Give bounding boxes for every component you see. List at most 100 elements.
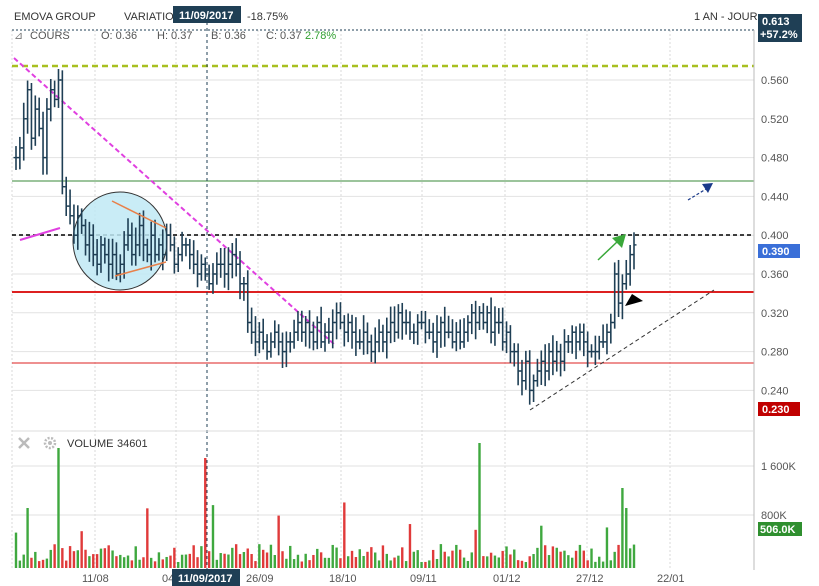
volume-bar [61,548,64,568]
black-dashed-uptrend [529,289,715,411]
price-bar [538,350,544,385]
volume-bar [327,557,331,568]
volume-bar [428,560,431,568]
price-bar [364,322,370,355]
black-triangle-icon [625,294,643,306]
volume-bar [385,553,388,568]
volume-bar [404,561,408,568]
close-icon[interactable] [18,437,30,449]
price-bar [480,303,486,330]
volume-bar [95,554,99,568]
volume-bar [416,550,419,568]
volume-bar [598,556,601,568]
volume-bar [122,557,126,568]
volume-value: 34601 [117,438,148,450]
volume-bar [435,558,439,568]
volume-bar [92,554,95,568]
volume-bar [528,556,531,568]
series-label: COURS [30,30,70,42]
high-value: H: 0.37 [157,30,192,42]
volume-bar [76,550,79,568]
volume-bar [238,554,242,568]
price-bar [631,232,637,270]
volume-bar [609,560,613,568]
volume-bar [126,555,130,568]
magenta-short-line [19,227,61,241]
volume-bar [486,556,489,568]
volume-bar [80,531,83,568]
crosshair-date-text: 11/09/2017 [178,573,232,585]
price-bar [496,308,502,334]
settings-gear-icon[interactable] [43,436,57,450]
volume-bar [161,559,164,568]
volume-bar [289,545,292,568]
price-bar [446,315,452,339]
volume-bar [115,556,118,568]
volume-current-badge [758,522,802,536]
price-bar [561,329,567,372]
volume-bar [231,547,234,568]
volume-bar [316,548,319,568]
price-bar [291,319,297,349]
green-arrow-head-icon [612,234,626,248]
date-axis-labels: 11/08 04 26/09 18/10 09/11 01/12 27/12 22/01 [82,573,685,585]
price-bar [198,254,204,281]
volume-bar [567,555,570,568]
volume-current-text: 506.0K [760,524,796,536]
volume-bar [393,557,396,568]
date-box-text: 11/09/2017 [179,10,233,22]
close-value: C: 0.37 [266,30,301,42]
volume-bar [578,544,582,568]
volume-bar [563,550,566,568]
price-bars [13,68,637,405]
price-bar [542,344,548,387]
price-bar [449,319,455,349]
volume-bar [466,560,470,568]
price-bar [337,302,343,330]
volume-bar [335,547,338,568]
price-bar [411,323,417,345]
price-bar [229,242,235,279]
low-value: B: 0.36 [211,30,246,42]
price-bar [395,304,401,339]
volume-bar [37,561,41,568]
volume-bar [451,550,454,568]
volume-bar [489,552,493,568]
volume-bar [26,508,29,568]
price-tick-label: 0.560 [761,75,789,87]
volume-bar [219,553,222,568]
ohlc-tool-icon[interactable]: ⊿ [14,30,23,42]
price-tick-label: 0.480 [761,153,789,165]
volume-bar [169,555,172,568]
price-bar [469,303,475,335]
volume-bar [223,553,226,568]
price-bar [392,306,398,343]
price-bar [550,335,556,376]
price-bar [372,327,378,364]
price-bar [168,223,173,252]
volume-bar [632,544,636,568]
volume-bar [142,557,145,568]
volume-bar [439,544,443,568]
price-bar [345,313,351,343]
volume-bar [250,554,253,568]
vertical-gridlines [11,30,671,570]
price-bar [376,319,382,353]
date-tick-label: 11/08 [82,573,109,585]
price-bar [422,311,428,344]
blue-arrow-head-icon [702,183,713,193]
price-axis-labels: 0.560 0.520 0.480 0.440 0.400 0.360 0.320 0.280… [761,75,789,397]
price-bar [21,102,27,161]
price-bar [222,247,228,288]
price-bar [245,270,251,333]
price-bar [17,136,23,170]
volume-bar [18,560,22,568]
price-tick-label: 0.320 [761,308,789,320]
volume-bar [246,548,249,568]
volume-bar [420,561,423,568]
volume-bar [234,544,238,568]
price-bar [484,305,490,334]
price-bar [461,318,467,348]
volume-bar [628,548,632,568]
